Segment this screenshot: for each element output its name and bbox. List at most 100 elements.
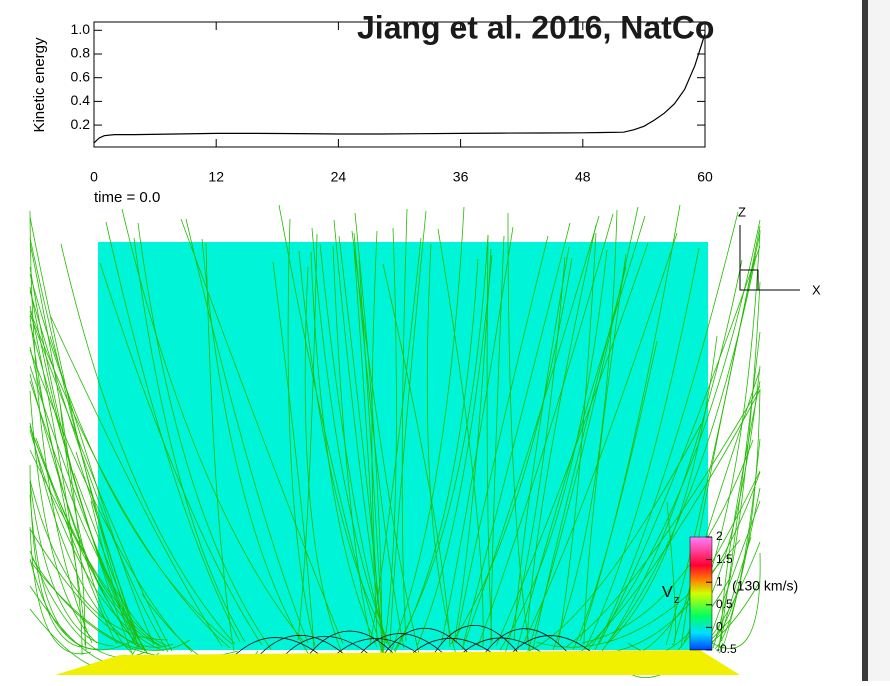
- field-line: [565, 385, 761, 648]
- y-axis-label: Kinetic energy: [31, 37, 48, 133]
- field-line: [513, 246, 570, 642]
- field-line: [205, 242, 235, 652]
- field-line: [29, 479, 169, 641]
- field-line: [453, 248, 492, 644]
- field-line: [201, 238, 310, 656]
- field-line: [29, 315, 144, 651]
- field-line: [29, 494, 99, 650]
- field-line: [594, 211, 739, 651]
- field-line: [29, 286, 148, 654]
- axis-triad: [739, 225, 800, 291]
- kinetic-energy-plot: Kinetic energy 0.2 0.4 0.6 0.8 1.0 0 12 24 36 48 6…: [31, 21, 713, 185]
- y-tick-label: 0.6: [71, 68, 91, 84]
- x-tick-label: 12: [208, 169, 224, 185]
- field-line: [634, 470, 761, 655]
- field-line: [29, 528, 174, 648]
- field-line: [587, 219, 761, 651]
- field-line: [461, 215, 600, 651]
- field-line: [351, 230, 420, 655]
- field-line: [462, 222, 571, 646]
- field-line: [721, 380, 761, 642]
- field-line: [499, 249, 608, 651]
- field-line: [185, 218, 309, 644]
- field-line: [29, 390, 98, 644]
- field-line: [389, 210, 427, 645]
- field-line: [579, 204, 681, 642]
- loop-line: [479, 628, 571, 661]
- axis-x-label: X: [812, 282, 821, 297]
- field-line: [522, 232, 678, 645]
- loop-line: [504, 635, 596, 661]
- field-line: [133, 237, 246, 643]
- field-line: [29, 310, 231, 649]
- field-line: [718, 487, 761, 654]
- colorbar-tick-label: -0.5: [716, 642, 737, 656]
- loop-line: [379, 627, 471, 661]
- colorbar-unit: (130 km/s): [732, 578, 798, 594]
- y-tick-label: 0.4: [71, 92, 91, 108]
- x-tick-label: 24: [331, 169, 347, 185]
- field-line: [394, 258, 479, 653]
- colorbar: [689, 536, 713, 651]
- colorbar-subscript: z: [674, 594, 680, 606]
- chart-title: Jiang et al. 2016, NatCo: [357, 9, 714, 45]
- field-line: [29, 422, 141, 648]
- loop-line: [254, 634, 346, 661]
- time-label: time = 0.0: [94, 189, 160, 206]
- loop-line: [429, 625, 521, 661]
- loop-line: [329, 638, 421, 661]
- field-line: [552, 209, 618, 651]
- loop-line: [404, 637, 496, 661]
- field-line: [59, 402, 134, 655]
- field-line: [495, 242, 649, 647]
- field-line: [583, 253, 627, 646]
- field-line: [29, 305, 83, 656]
- field-line: [598, 245, 761, 645]
- field-line: [29, 273, 233, 645]
- loop-line: [354, 633, 446, 661]
- field-line: [29, 380, 161, 648]
- field-line: [401, 208, 408, 642]
- field-line: [490, 235, 505, 645]
- field-line: [477, 213, 614, 647]
- field-line: [507, 212, 531, 652]
- colorbar-tick-label: 0: [716, 620, 723, 634]
- field-line: [532, 266, 627, 650]
- field-line: [719, 536, 752, 648]
- bottom-surface: [55, 650, 740, 675]
- colorbar-tick-label: 0.5: [716, 597, 733, 611]
- field-line: [29, 365, 149, 655]
- field-line: [29, 349, 193, 653]
- data-line: [93, 33, 706, 144]
- field-line: [49, 335, 155, 646]
- x-tick-label: 60: [697, 169, 713, 185]
- field-line: [437, 228, 484, 647]
- field-line: [371, 230, 385, 654]
- field-line: [180, 218, 344, 645]
- field-line: [353, 232, 405, 649]
- simulation-view: [29, 204, 761, 678]
- field-line: [581, 439, 754, 644]
- field-line: [287, 218, 316, 647]
- field-line: [121, 208, 305, 643]
- colorbar-label: V: [662, 584, 673, 601]
- loop-line: [279, 636, 371, 661]
- y-tick-label: 0.8: [71, 45, 91, 61]
- field-line: [60, 243, 236, 645]
- field-line: [29, 313, 173, 652]
- field-line: [311, 227, 391, 648]
- field-line: [137, 222, 272, 650]
- colorbar-tick-label: 1.5: [716, 552, 733, 566]
- field-line: [389, 206, 465, 655]
- field-line: [90, 500, 142, 648]
- field-line: [278, 204, 384, 655]
- field-line: [105, 221, 241, 643]
- field-line: [528, 423, 702, 652]
- field-line: [535, 539, 741, 648]
- domain-box: [98, 242, 708, 650]
- axis-z-label: Z: [738, 204, 746, 219]
- field-line: [29, 449, 167, 646]
- field-line: [585, 247, 700, 648]
- field-line: [29, 290, 169, 653]
